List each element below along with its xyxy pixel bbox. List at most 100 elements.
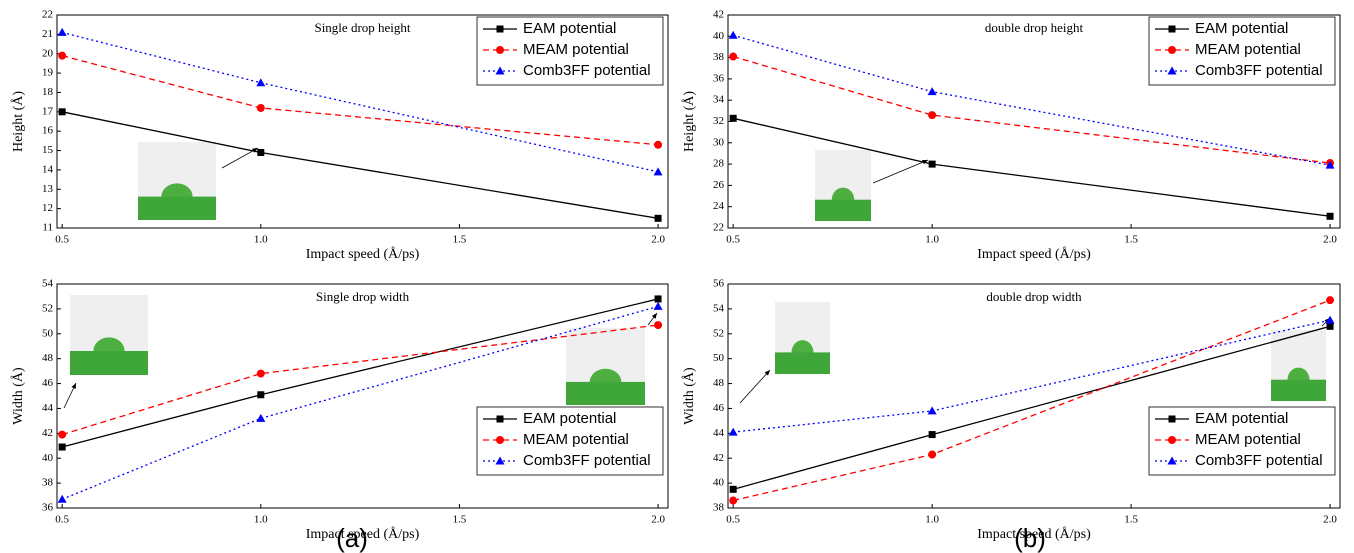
y-axis-label: Width (Å) bbox=[681, 367, 697, 425]
legend-marker bbox=[1167, 456, 1177, 465]
x-tick-label: 0.5 bbox=[726, 514, 740, 526]
y-tick-label: 38 bbox=[42, 477, 54, 489]
chart-title: Single drop width bbox=[316, 289, 410, 304]
marker bbox=[256, 413, 266, 422]
y-tick-label: 50 bbox=[42, 327, 54, 339]
legend-label: EAM potential bbox=[1195, 410, 1288, 427]
y-tick-label: 54 bbox=[42, 278, 54, 290]
y-tick-label: 26 bbox=[713, 179, 725, 191]
inset-arrowhead bbox=[252, 148, 258, 153]
y-tick-label: 24 bbox=[713, 200, 725, 212]
marker bbox=[257, 148, 265, 156]
panel-label: (a) bbox=[336, 523, 368, 553]
y-tick-label: 42 bbox=[713, 452, 724, 464]
legend-label: EAM potential bbox=[1195, 20, 1288, 37]
marker bbox=[58, 443, 66, 451]
inset-arrowhead bbox=[71, 383, 76, 389]
marker bbox=[927, 87, 937, 96]
y-tick-label: 40 bbox=[42, 452, 54, 464]
series-line bbox=[62, 31, 659, 173]
legend-marker bbox=[1168, 25, 1176, 33]
legend-marker bbox=[496, 436, 504, 444]
legend-box bbox=[1148, 16, 1336, 86]
marker bbox=[654, 140, 663, 149]
y-tick-label: 50 bbox=[713, 352, 725, 364]
inset-arrowhead bbox=[764, 370, 770, 376]
series-line bbox=[61, 305, 659, 500]
series-line bbox=[61, 324, 659, 436]
y-tick-label: 18 bbox=[42, 86, 54, 98]
y-tick-label: 54 bbox=[713, 302, 725, 314]
x-tick-label: 1.5 bbox=[453, 234, 467, 246]
plot-frame bbox=[727, 283, 1341, 509]
y-tick-label: 56 bbox=[713, 278, 725, 290]
x-tick-label: 1.5 bbox=[453, 514, 467, 526]
chart: 36 38 40 42 44 46 48 50 52 54 0.5 1.0 1.5 2.0 Impact s… bbox=[10, 278, 669, 542]
legend-marker bbox=[495, 456, 505, 465]
plot-frame bbox=[56, 14, 669, 229]
legend-marker bbox=[1168, 436, 1176, 444]
y-tick-label: 13 bbox=[42, 183, 54, 195]
marker bbox=[928, 450, 937, 459]
x-axis-label: Impact speed (Å/ps) bbox=[977, 246, 1091, 262]
marker bbox=[1326, 296, 1335, 305]
x-tick-label: 2.0 bbox=[651, 234, 665, 246]
marker bbox=[1325, 160, 1335, 169]
series-line bbox=[732, 55, 1331, 164]
marker bbox=[928, 160, 936, 168]
marker bbox=[58, 51, 67, 60]
legend-label: Comb3FF potential bbox=[523, 452, 651, 469]
y-tick-label: 42 bbox=[42, 427, 53, 439]
inset-arrow bbox=[739, 369, 771, 404]
x-tick-label: 2.0 bbox=[1323, 514, 1337, 526]
marker bbox=[58, 108, 66, 116]
y-tick-label: 15 bbox=[42, 144, 54, 156]
y-tick-label: 21 bbox=[42, 28, 53, 40]
legend-label: MEAM potential bbox=[523, 41, 629, 58]
marker bbox=[729, 496, 738, 505]
legend-marker bbox=[496, 415, 504, 423]
y-tick-label: 36 bbox=[42, 502, 54, 514]
marker bbox=[57, 27, 67, 36]
marker bbox=[1326, 212, 1334, 220]
inset-substrate bbox=[138, 196, 216, 220]
marker bbox=[256, 369, 265, 378]
y-tick-label: 44 bbox=[713, 427, 725, 439]
y-tick-label: 11 bbox=[42, 222, 53, 234]
y-tick-label: 38 bbox=[713, 502, 725, 514]
marker bbox=[654, 295, 662, 303]
inset-substrate bbox=[815, 199, 871, 221]
inset-substrate bbox=[70, 351, 148, 375]
legend-label: Comb3FF potential bbox=[523, 62, 651, 79]
x-axis-label: Impact speed (Å/ps) bbox=[306, 246, 420, 262]
plot-frame bbox=[56, 283, 669, 509]
y-tick-label: 40 bbox=[713, 477, 725, 489]
y-tick-label: 28 bbox=[713, 158, 725, 170]
inset-arrowhead bbox=[651, 313, 657, 319]
panel-label: (b) bbox=[1014, 523, 1046, 553]
marker bbox=[729, 114, 737, 122]
marker bbox=[57, 494, 67, 503]
x-tick-label: 1.5 bbox=[1124, 234, 1138, 246]
y-tick-label: 36 bbox=[713, 72, 725, 84]
y-axis-label: Width (Å) bbox=[10, 367, 26, 425]
x-tick-label: 1.0 bbox=[925, 514, 939, 526]
x-tick-label: 1.5 bbox=[1124, 514, 1138, 526]
x-tick-label: 1.0 bbox=[254, 514, 268, 526]
legend-marker bbox=[1168, 46, 1176, 54]
marker bbox=[256, 78, 266, 87]
y-tick-label: 40 bbox=[713, 30, 725, 42]
y-tick-label: 12 bbox=[42, 202, 53, 214]
marker bbox=[729, 52, 738, 61]
y-tick-label: 30 bbox=[713, 136, 725, 148]
y-axis-label: Height (Å) bbox=[10, 91, 26, 152]
y-tick-label: 48 bbox=[713, 377, 725, 389]
marker bbox=[728, 30, 738, 39]
x-tick-label: 1.0 bbox=[254, 234, 268, 246]
legend-box bbox=[476, 406, 664, 476]
y-tick-label: 17 bbox=[42, 105, 54, 117]
chart-title: double drop height bbox=[985, 20, 1084, 35]
marker bbox=[58, 430, 67, 439]
y-tick-label: 34 bbox=[713, 94, 725, 106]
